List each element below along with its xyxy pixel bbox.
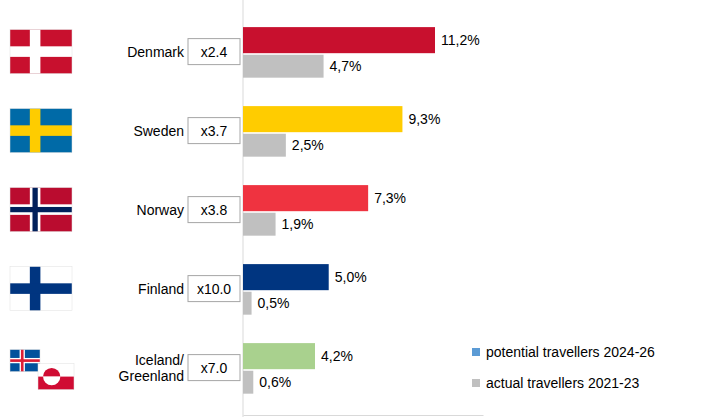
annotation-box (188, 355, 240, 381)
flag-field (10, 267, 72, 311)
data-label: 0,6% (259, 374, 291, 390)
flag (10, 267, 72, 311)
legend: potential travellers 2024-26 actual trave… (472, 344, 655, 391)
category-label: Iceland/Greenland (119, 352, 184, 384)
flag (10, 30, 72, 74)
bar (243, 371, 253, 394)
annotation: x3.7 (201, 123, 228, 139)
flag-cross (10, 46, 72, 57)
data-label: 9,3% (408, 111, 440, 127)
category-label: Norway (137, 202, 184, 218)
category-label-line: Iceland/ (135, 352, 184, 368)
annotation-box (188, 118, 240, 144)
flag-border (10, 188, 72, 232)
category-label-line: Finland (138, 281, 184, 297)
legend-label: potential travellers 2024-26 (486, 344, 655, 360)
data-label: 1,9% (282, 216, 314, 232)
flags (10, 30, 74, 390)
flag-cross (10, 283, 72, 294)
annotation: x10.0 (197, 281, 231, 297)
data-label: 7,3% (374, 190, 406, 206)
bar (243, 55, 324, 78)
data-label: 2,5% (292, 137, 324, 153)
data-label: 4,2% (321, 348, 353, 364)
flag-field (10, 30, 72, 74)
flag-disc (43, 368, 60, 377)
category-label: Denmark (127, 44, 185, 60)
flag-field (10, 188, 72, 232)
data-labels: 11,2% 9,3% 7,3% 5,0% 4,2% 4,7% 2,5% 1,9% 0,5% 0,6… (258, 32, 480, 390)
flag (10, 109, 72, 153)
flag-cross (10, 359, 40, 362)
flag-field (38, 377, 74, 390)
bar (243, 134, 286, 157)
bars (243, 27, 435, 394)
category-labels: Denmark Sweden Norway Finland Iceland/Greenl… (119, 44, 185, 384)
category-label-line: Sweden (133, 123, 184, 139)
category-label-line: Greenland (119, 368, 184, 384)
legend-swatch (472, 379, 480, 387)
legend-swatch (472, 348, 480, 356)
data-label: 5,0% (335, 269, 367, 285)
category-label-line: Norway (137, 202, 184, 218)
x-axis (244, 415, 484, 416)
flag-cross (10, 125, 72, 136)
flag (38, 364, 74, 390)
flag-field (10, 109, 72, 153)
flag-border (10, 30, 72, 74)
bar (243, 292, 252, 315)
data-label: 11,2% (441, 32, 480, 48)
category-label: Finland (138, 281, 184, 297)
bar (243, 213, 276, 236)
flag-cross (10, 358, 40, 363)
category-label-line: Denmark (127, 44, 185, 60)
annotations: x2.4 x3.7 x3.8 x10.0 x7.0 (188, 39, 240, 381)
x-axis-line (244, 415, 484, 416)
data-label: 0,5% (258, 295, 290, 311)
category-label: Sweden (133, 123, 184, 139)
annotation-box (188, 39, 240, 65)
bar (243, 106, 402, 132)
annotation: x7.0 (201, 360, 228, 376)
flag (10, 188, 72, 232)
flag-border (10, 350, 40, 372)
flag (10, 350, 40, 372)
flag-border (10, 267, 72, 311)
legend-label: actual travellers 2021-23 (486, 375, 640, 391)
chart: 11,2% 9,3% 7,3% 5,0% 4,2% 4,7% 2,5% 1,9% 0,5% 0,6… (0, 0, 720, 417)
bar (243, 27, 435, 53)
flag-field (38, 364, 74, 377)
bar (243, 343, 315, 369)
annotation-box (188, 276, 240, 302)
data-label: 4,7% (330, 58, 362, 74)
flag-border (38, 364, 74, 390)
bar (243, 264, 329, 290)
annotation: x2.4 (201, 44, 228, 60)
flag-field (10, 350, 40, 372)
flag-disc (43, 377, 60, 386)
flag-border (10, 109, 72, 153)
flag-cross (10, 207, 72, 212)
annotation-box (188, 197, 240, 223)
flag-cross (10, 204, 72, 215)
annotation: x3.8 (201, 202, 228, 218)
bar (243, 185, 368, 211)
